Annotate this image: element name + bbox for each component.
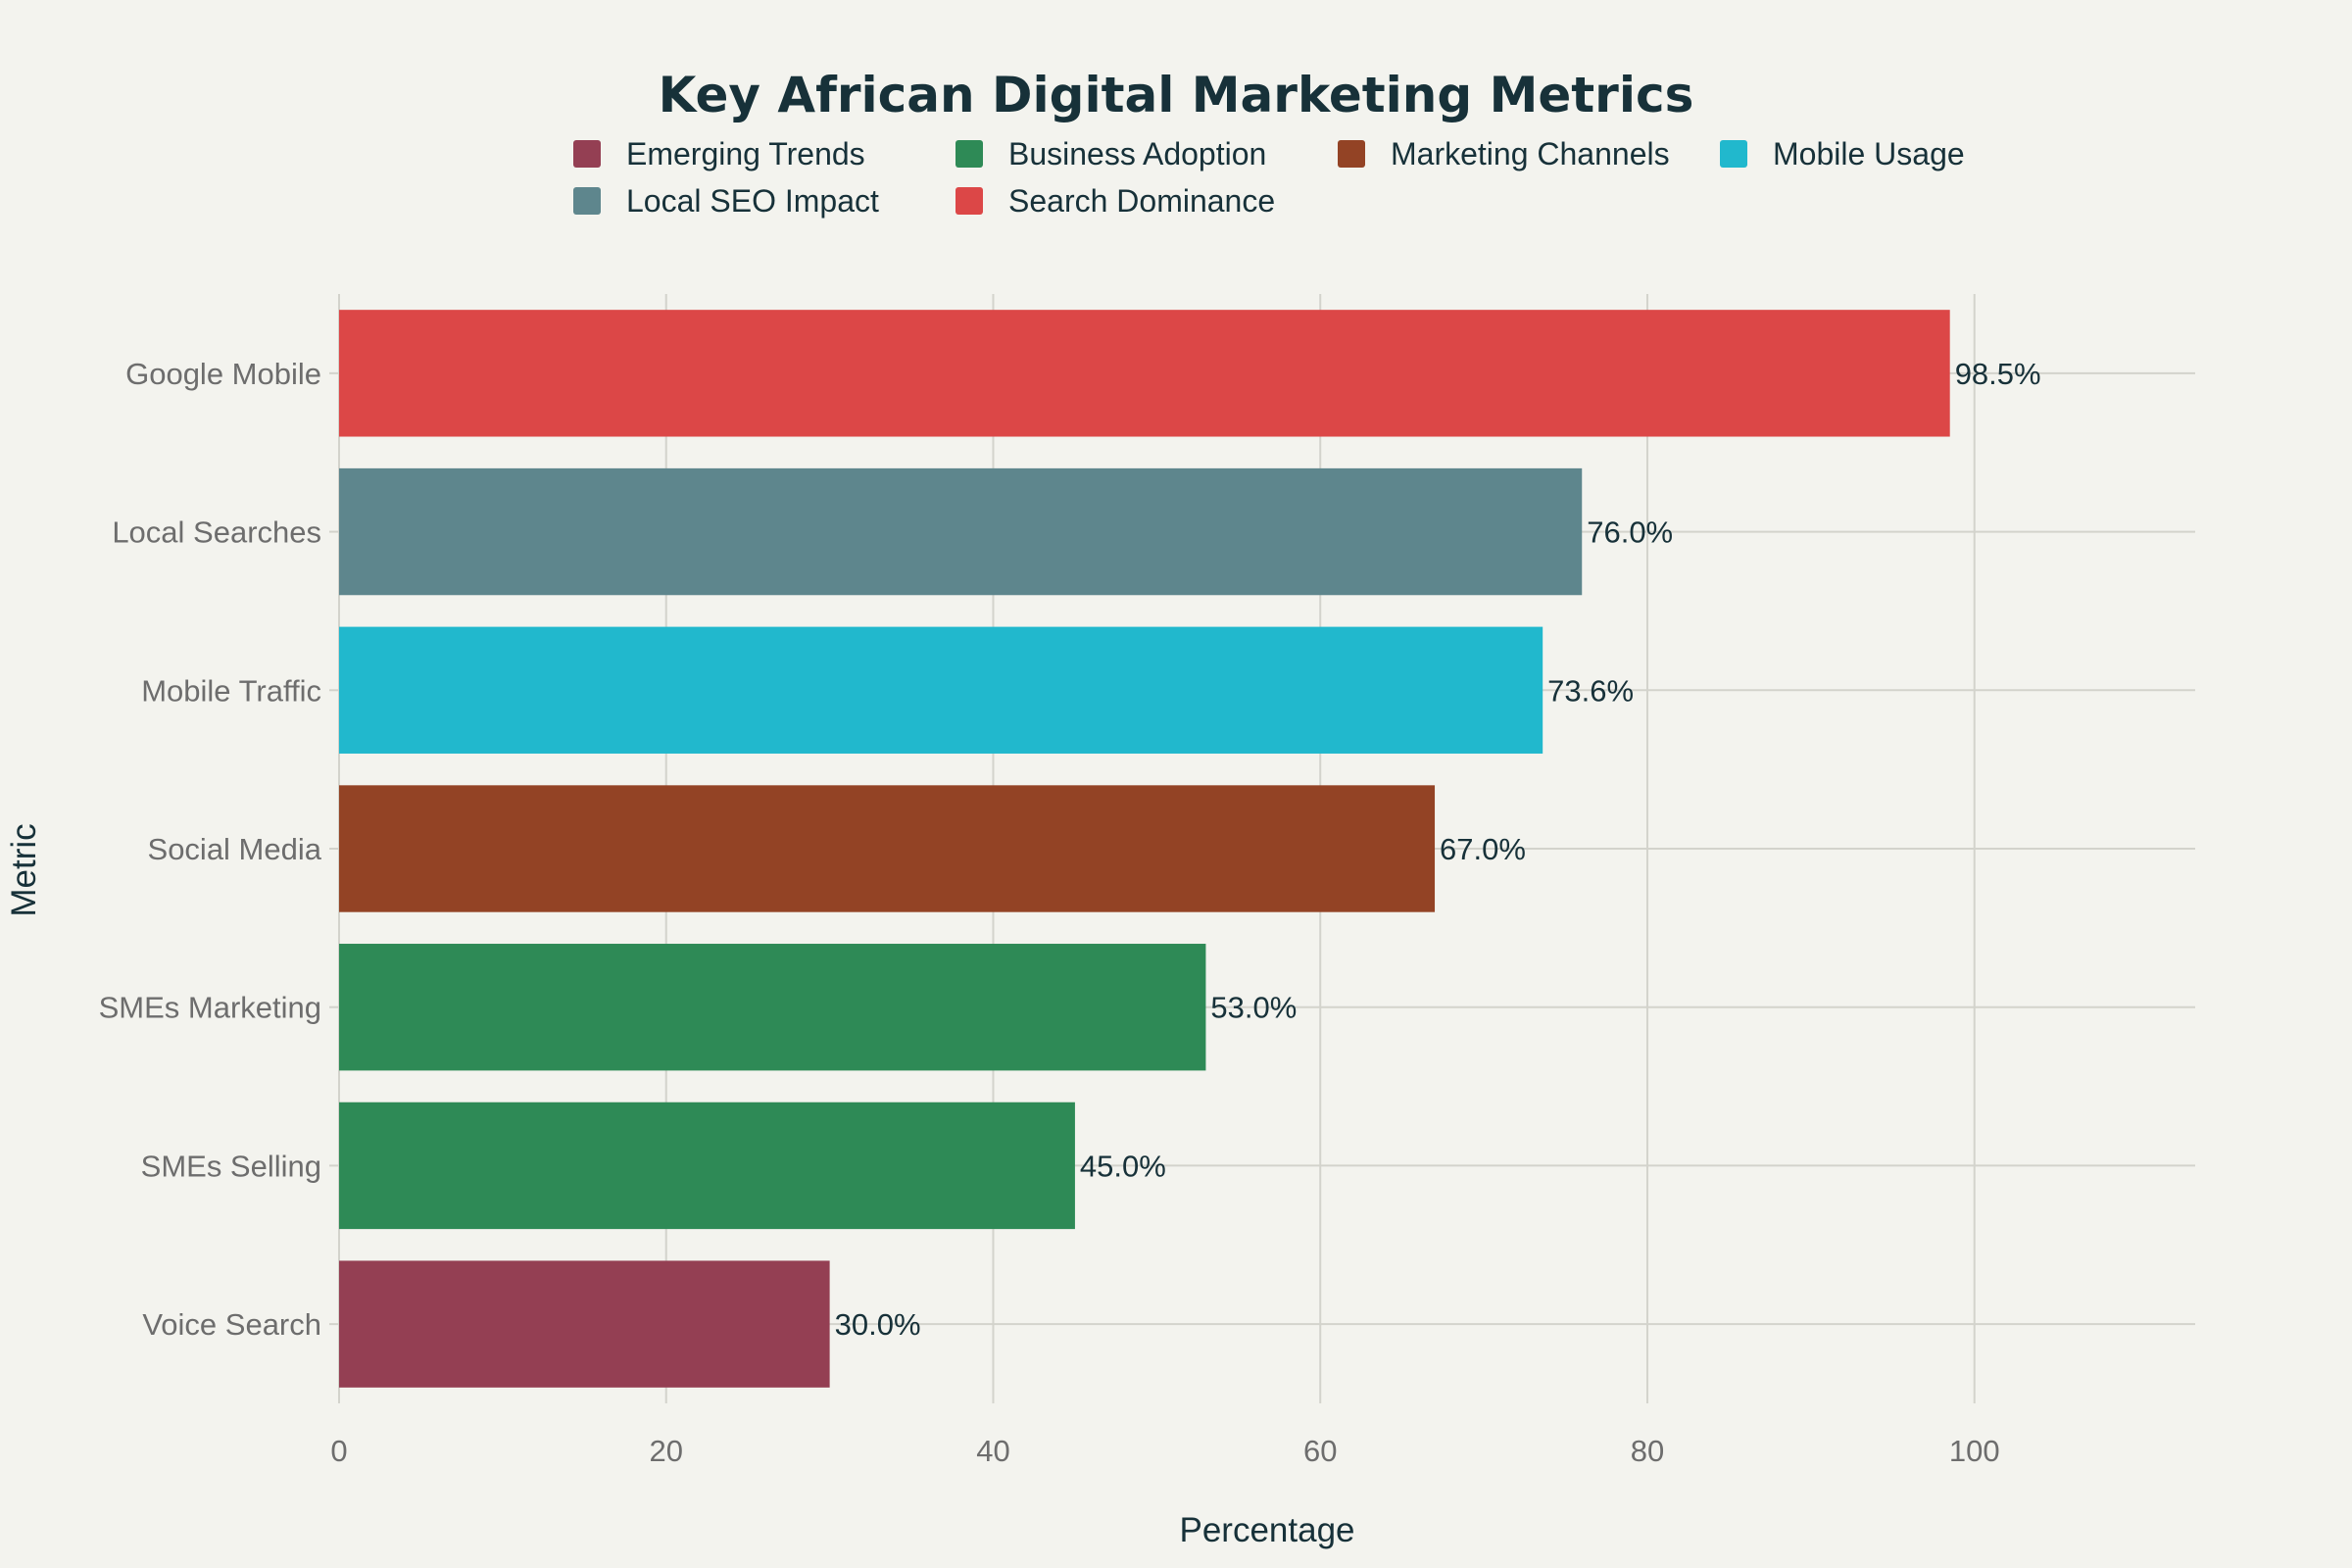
bar-label-social-media: 67.0% [1440, 832, 1526, 866]
x-tick-label: 20 [650, 1434, 683, 1468]
y-tick-label-smes-marketing: SMEs Marketing [99, 991, 321, 1025]
legend-label-emerging-trends: Emerging Trends [626, 136, 865, 172]
y-tick-label-social-media: Social Media [148, 832, 322, 866]
y-tick-label-local-searches: Local Searches [112, 515, 321, 550]
legend-label-marketing-channels: Marketing Channels [1391, 136, 1670, 172]
legend-swatch-marketing-channels [1338, 140, 1365, 168]
y-tick-label-google-mobile: Google Mobile [125, 357, 321, 391]
bar-label-smes-marketing: 53.0% [1210, 991, 1297, 1025]
bar-label-mobile-traffic: 73.6% [1547, 673, 1634, 708]
bar-label-smes-selling: 45.0% [1080, 1149, 1166, 1183]
legend: Emerging Trends Business Adoption Marketin… [573, 136, 1965, 219]
bar-label-local-searches: 76.0% [1587, 515, 1673, 550]
legend-swatch-emerging-trends [573, 140, 601, 168]
x-tick-label: 40 [976, 1434, 1009, 1468]
bar-smes-marketing [339, 944, 1206, 1071]
x-tick-label: 0 [330, 1434, 347, 1468]
bars: 98.5% 76.0% 73.6% 67.0% 53.0% 45.0% 30.0% [339, 310, 2041, 1388]
legend-swatch-business-adoption [956, 140, 983, 168]
legend-label-local-seo-impact: Local SEO Impact [626, 183, 879, 219]
y-tick-label-voice-search: Voice Search [142, 1307, 321, 1342]
y-axis-title: Metric [5, 823, 43, 916]
x-axis-title: Percentage [1179, 1511, 1354, 1549]
legend-label-business-adoption: Business Adoption [1008, 136, 1266, 172]
bar-label-voice-search: 30.0% [835, 1307, 921, 1342]
x-tick-label: 60 [1303, 1434, 1337, 1468]
y-tick-label-mobile-traffic: Mobile Traffic [141, 673, 321, 708]
legend-swatch-mobile-usage [1720, 140, 1747, 168]
y-axis-ticks: Google Mobile Local Searches Mobile Traffi… [99, 357, 339, 1342]
bar-voice-search [339, 1260, 830, 1388]
y-tick-label-smes-selling: SMEs Selling [141, 1149, 321, 1183]
x-axis-ticks: 0 20 40 60 80 100 [330, 1434, 1999, 1468]
x-tick-label: 100 [1949, 1434, 2000, 1468]
bar-social-media [339, 785, 1436, 912]
bar-mobile-traffic [339, 626, 1544, 754]
chart-title: Key African Digital Marketing Metrics [659, 67, 1694, 123]
legend-swatch-local-seo-impact [573, 187, 601, 215]
bar-google-mobile [339, 310, 1950, 437]
bar-smes-selling [339, 1102, 1075, 1230]
x-tick-label: 80 [1631, 1434, 1664, 1468]
legend-label-search-dominance: Search Dominance [1008, 183, 1275, 219]
bar-local-searches [339, 467, 1583, 596]
legend-label-mobile-usage: Mobile Usage [1773, 136, 1965, 172]
bar-label-google-mobile: 98.5% [1955, 357, 2041, 391]
legend-swatch-search-dominance [956, 187, 983, 215]
